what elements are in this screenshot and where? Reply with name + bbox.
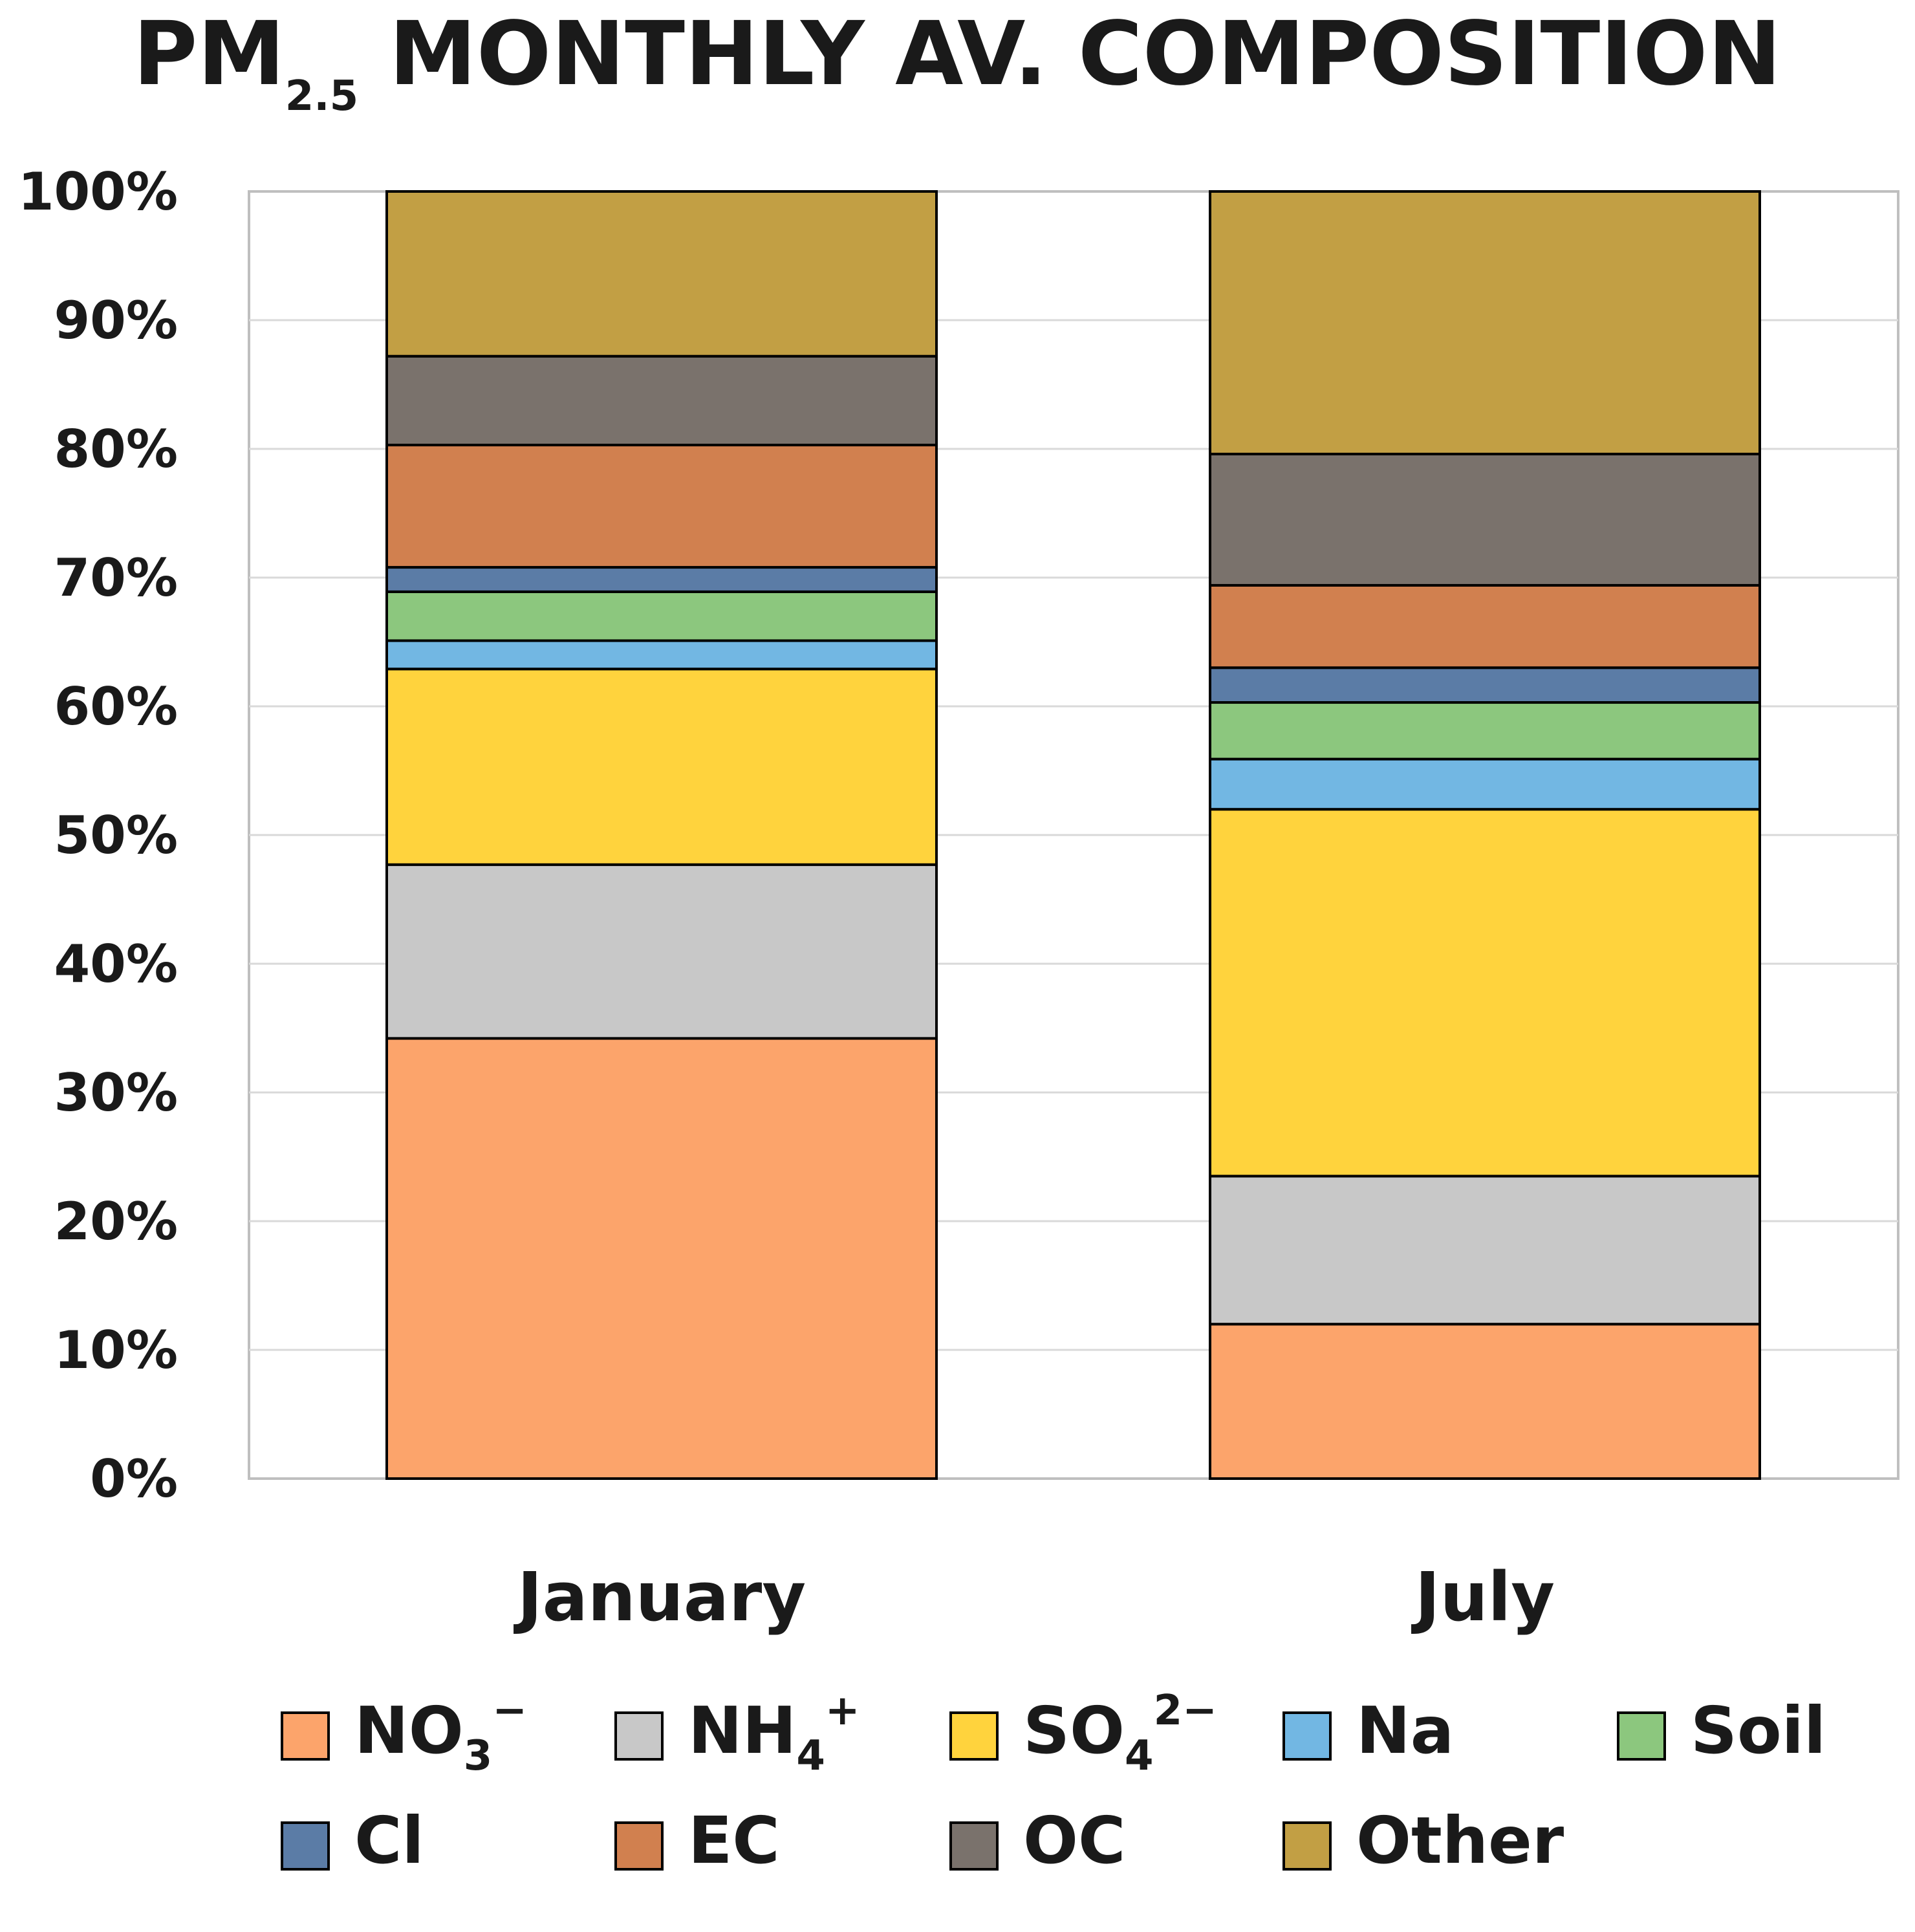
legend-item: OC: [949, 1803, 1125, 1878]
legend-swatch: [1282, 1711, 1332, 1761]
legend-item: Soil: [1617, 1693, 1826, 1768]
y-tick-label: 90%: [54, 290, 178, 351]
bar-segment: [1209, 666, 1761, 704]
bar-segment: [1209, 1175, 1761, 1326]
legend-label: NO3−: [354, 1687, 527, 1780]
legend-swatch: [949, 1711, 999, 1761]
legend-item: Na: [1282, 1693, 1454, 1768]
bar-segment: [385, 639, 938, 671]
chart-title-main: PM: [133, 3, 285, 105]
legend: NO3− NH4+ SO42− Na Soil Cl EC OC Other: [281, 1687, 1826, 1878]
bar-segment: [1209, 190, 1761, 455]
bar-segment: [1209, 701, 1761, 761]
bar-segment: [385, 590, 938, 642]
legend-swatch: [281, 1711, 330, 1761]
legend-item: Other: [1282, 1803, 1564, 1878]
bar-segment: [385, 444, 938, 569]
legend-swatch: [281, 1821, 330, 1871]
y-tick-label: 20%: [54, 1191, 178, 1252]
legend-item: NO3−: [281, 1687, 527, 1780]
y-tick-label: 100%: [18, 162, 178, 222]
bar-segment: [385, 668, 938, 866]
legend-label: Cl: [354, 1803, 424, 1878]
bar-segment: [1209, 452, 1761, 587]
legend-item: EC: [614, 1803, 780, 1878]
x-category-label: January: [514, 1558, 806, 1636]
legend-swatch: [614, 1821, 664, 1871]
bar-segment: [1209, 808, 1761, 1178]
bar-segment: [385, 354, 938, 447]
y-tick-label: 0%: [90, 1449, 178, 1509]
y-axis-ticks: 0% 10% 20% 30% 40% 50% 60% 70% 80% 90% 100%: [18, 162, 178, 1509]
bar-segment: [385, 1037, 938, 1481]
legend-label: EC: [688, 1803, 780, 1878]
legend-label: Na: [1356, 1693, 1454, 1768]
legend-label: Soil: [1691, 1693, 1826, 1768]
y-tick-label: 70%: [54, 548, 178, 608]
legend-swatch: [1282, 1821, 1332, 1871]
legend-swatch: [949, 1821, 999, 1871]
y-tick-label: 60%: [54, 677, 178, 737]
y-tick-label: 80%: [54, 419, 178, 479]
legend-item: SO42−: [949, 1687, 1217, 1780]
y-tick-label: 40%: [54, 934, 178, 994]
legend-label: SO42−: [1023, 1687, 1217, 1780]
legend-item: NH4+: [614, 1687, 860, 1780]
bar-segment: [1209, 1323, 1761, 1480]
chart-title: PM2.5 MONTHLY AV. COMPOSITION: [133, 3, 1782, 120]
bar-segment: [1209, 583, 1761, 669]
legend-label: Other: [1356, 1803, 1564, 1878]
bar-segment: [385, 863, 938, 1040]
legend-label: OC: [1023, 1803, 1125, 1878]
bar-segment: [385, 190, 938, 358]
legend-item: Cl: [281, 1803, 424, 1878]
y-tick-label: 50%: [54, 805, 178, 865]
bars: [385, 190, 1761, 1481]
legend-label: NH4+: [688, 1687, 860, 1780]
legend-swatch: [1617, 1711, 1666, 1761]
bar-segment: [1209, 757, 1761, 811]
y-tick-label: 10%: [54, 1320, 178, 1380]
chart-title-rest: MONTHLY AV. COMPOSITION: [358, 3, 1781, 105]
bar-segment: [385, 566, 938, 593]
chart-title-subscript: 2.5: [285, 72, 358, 120]
legend-swatch: [614, 1711, 664, 1761]
x-axis-categories: January July: [514, 1558, 1555, 1636]
y-tick-label: 30%: [54, 1063, 178, 1123]
x-category-label: July: [1411, 1558, 1555, 1636]
